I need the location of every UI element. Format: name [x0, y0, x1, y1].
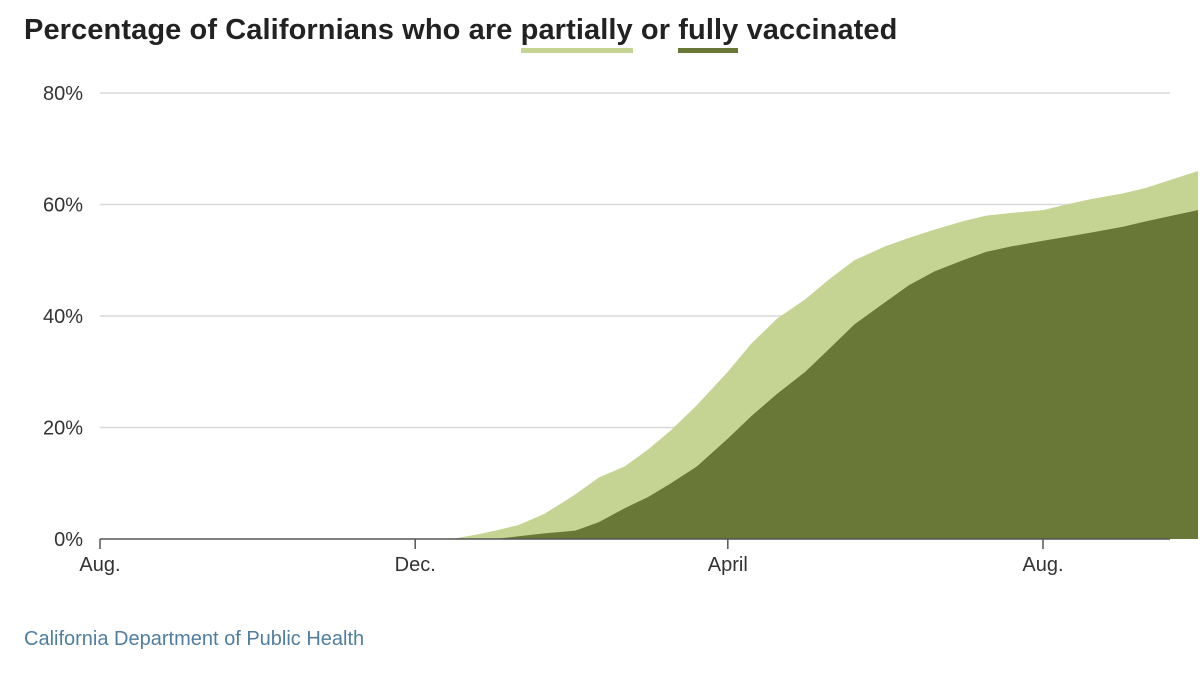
- area-series: [100, 171, 1199, 540]
- title-prefix: Percentage of Californians who are: [24, 14, 521, 46]
- y-tick-label: 80%: [43, 83, 83, 105]
- title-full-legend: fully: [678, 14, 739, 53]
- y-tick-label: 0%: [54, 529, 83, 551]
- source-credit: California Department of Public Health: [24, 628, 365, 650]
- x-tick-label: Aug.: [79, 554, 120, 576]
- title-middle: or: [632, 14, 679, 46]
- y-tick-label: 20%: [43, 418, 83, 440]
- x-tick-label: April: [708, 554, 748, 576]
- x-tick-label: Aug.: [1022, 554, 1063, 576]
- y-tick-label: 40%: [43, 306, 83, 328]
- area-fully: [100, 210, 1199, 539]
- chart-title: Percentage of Californians who are parti…: [24, 14, 898, 53]
- x-tick-label: Dec.: [395, 554, 436, 576]
- title-partial-legend: partially: [520, 14, 633, 53]
- axes: 0% 20% 40% 60% 80% Aug. Dec. April Aug.: [43, 83, 1170, 576]
- y-tick-label: 60%: [43, 195, 83, 217]
- title-suffix: vaccinated: [738, 14, 898, 46]
